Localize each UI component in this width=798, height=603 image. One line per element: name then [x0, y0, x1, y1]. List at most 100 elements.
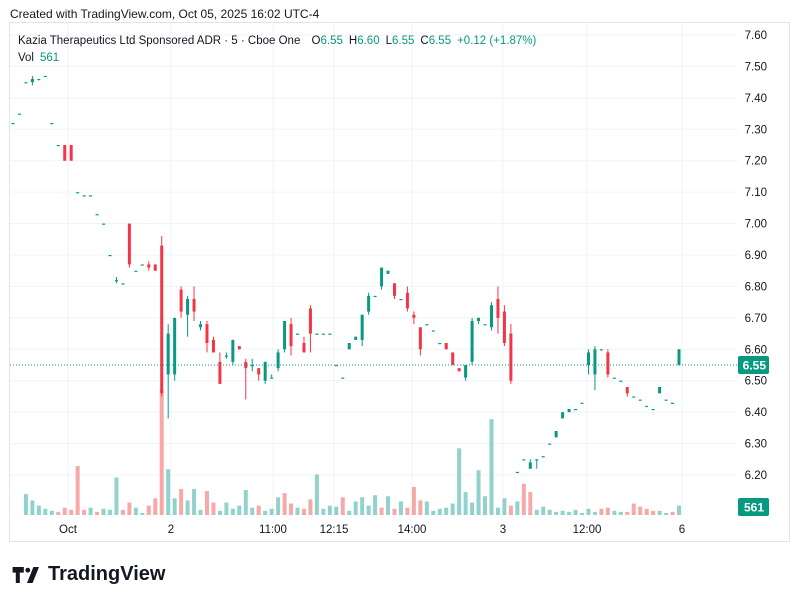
volume-bar [250, 507, 255, 515]
candle-body [399, 299, 403, 301]
tradingview-logo[interactable]: TradingView [12, 563, 165, 586]
candle-body [237, 346, 241, 350]
candle-body [586, 352, 590, 365]
price-tick-label: 6.40 [745, 407, 767, 419]
candle-body [451, 352, 455, 365]
chart-frame [9, 22, 790, 542]
volume-bar [289, 503, 294, 515]
candle-body [444, 343, 448, 350]
volume-bar [463, 492, 468, 515]
volume-bar [618, 511, 623, 515]
volume-bar [379, 507, 384, 515]
volume-bar [347, 510, 352, 515]
volume-bar [353, 501, 358, 515]
volume-bar [314, 474, 319, 515]
volume-bar [49, 510, 54, 515]
last-price-label: 6.55 [743, 359, 767, 373]
volume-bar [625, 511, 630, 515]
candle-body [645, 405, 649, 408]
price-tick-label: 6.20 [745, 470, 767, 482]
volume-bar [398, 501, 403, 515]
candle-body [166, 333, 170, 375]
candle-body [263, 361, 267, 381]
high-label: H [348, 35, 358, 47]
candle-body [522, 459, 526, 461]
candle-body [134, 270, 138, 272]
candle-body [347, 343, 351, 350]
candle-body [373, 295, 377, 298]
candle-body [580, 402, 584, 404]
candle-body [418, 327, 422, 350]
low-value: 6.55 [392, 35, 415, 47]
volume-bar [256, 505, 261, 515]
volume-bar [101, 508, 106, 515]
candle-body [127, 223, 131, 265]
last-volume-badge [738, 498, 769, 516]
volume-bar [670, 511, 675, 515]
volume-bar [276, 497, 281, 515]
price-tick-label: 7.50 [745, 61, 767, 73]
candle-body [477, 317, 481, 321]
volume-bar [282, 493, 287, 515]
volume-bar [295, 507, 300, 515]
candle-body [625, 387, 629, 394]
candle-body [296, 333, 300, 335]
candle-body [192, 299, 196, 312]
candle-body [548, 443, 552, 445]
time-tick-label: Oct [59, 524, 78, 536]
volume-bar [107, 509, 112, 515]
volume-bar [605, 507, 610, 515]
volume-bar [386, 496, 391, 515]
volume-bar [502, 498, 507, 515]
candle-body [276, 352, 280, 369]
candle-body [354, 336, 358, 340]
candle-body [658, 387, 662, 394]
candle-body [574, 409, 578, 411]
volume-bar [153, 498, 158, 515]
candle-body [405, 292, 409, 309]
candle-body [457, 368, 461, 372]
volume-bar [263, 510, 268, 515]
volume-bar [30, 500, 35, 515]
price-tick-label: 6.50 [745, 376, 767, 388]
volume-bar [677, 505, 681, 515]
volume-bar [269, 508, 274, 515]
volume-bar [166, 469, 171, 515]
candle-body [360, 314, 364, 340]
volume-bar [82, 509, 87, 515]
time-axis: Oct 2 11:00 12:15 14:00 3 12:00 6 [59, 524, 685, 536]
volume-bar [95, 511, 100, 515]
candle-body [470, 321, 474, 362]
candle-body [464, 365, 468, 378]
candle-body [153, 264, 157, 271]
volume-bar [243, 490, 248, 515]
price-tick-label: 7.00 [745, 219, 767, 231]
price-tick-label: 6.70 [745, 313, 767, 325]
candle-body [502, 311, 506, 343]
candle-body [257, 368, 261, 375]
volume-bar [179, 488, 184, 515]
candle-body [231, 339, 235, 362]
candle-body [102, 223, 106, 225]
time-tick-label: 11:00 [259, 524, 287, 536]
open-value: 6.55 [320, 35, 343, 47]
volume-bar [62, 507, 67, 515]
candle-body [179, 289, 183, 312]
price-tick-label: 7.60 [745, 30, 767, 42]
candle-body [43, 75, 47, 78]
price-tick-label: 6.60 [745, 344, 767, 356]
volume-bar [631, 503, 636, 515]
last-price-badge [738, 356, 769, 374]
volume-bar [321, 508, 326, 515]
candle-body [283, 321, 287, 350]
candle-body [17, 113, 21, 115]
volume-bar [437, 508, 442, 515]
volume-bar [114, 477, 119, 515]
close-value: 6.55 [428, 35, 452, 47]
volume-bar [327, 505, 332, 515]
volume-bar [508, 505, 513, 515]
candle-body [535, 459, 539, 461]
volume-bar [424, 501, 429, 515]
volume-bar [75, 466, 80, 515]
